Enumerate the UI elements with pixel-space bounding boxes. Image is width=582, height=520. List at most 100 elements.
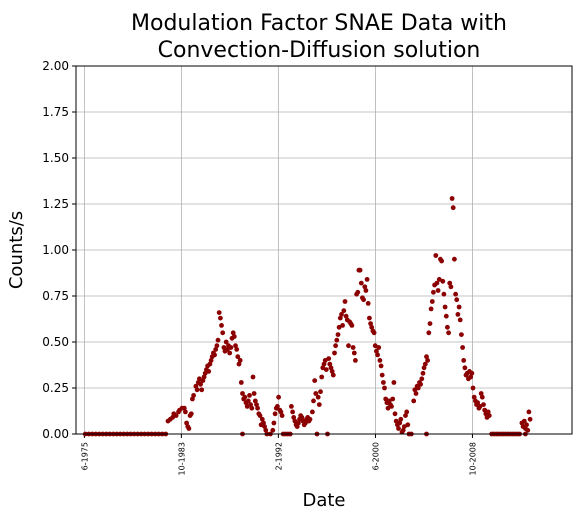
data-point — [405, 422, 411, 428]
data-point — [386, 398, 392, 404]
data-point — [237, 358, 243, 363]
data-point — [307, 416, 313, 422]
data-point — [250, 374, 256, 380]
data-point — [429, 299, 435, 304]
data-point — [290, 409, 295, 415]
data-point — [381, 380, 386, 385]
data-point — [357, 267, 363, 273]
data-point — [340, 323, 345, 328]
data-point — [278, 409, 284, 415]
data-point — [318, 389, 323, 395]
data-point — [413, 391, 419, 396]
data-point — [225, 347, 230, 352]
data-point — [350, 345, 356, 350]
data-point — [326, 356, 332, 361]
data-point — [346, 343, 351, 349]
data-point — [445, 324, 450, 330]
data-point — [433, 253, 439, 258]
data-point — [240, 391, 245, 396]
data-point — [259, 416, 265, 422]
x-axis-label: Date — [302, 490, 345, 511]
y-tick-label: 1.50 — [42, 151, 69, 165]
data-point — [364, 277, 370, 282]
data-point — [425, 358, 430, 363]
data-point — [230, 330, 236, 336]
data-point — [398, 416, 404, 422]
data-point — [460, 345, 465, 350]
data-point — [275, 404, 280, 409]
data-point — [257, 413, 263, 418]
data-point — [436, 277, 442, 282]
data-point — [343, 313, 349, 319]
data-point — [485, 409, 491, 415]
data-point — [323, 367, 329, 372]
data-point — [382, 385, 387, 391]
chart-title-line-1: Modulation Factor SNAE Data with — [131, 11, 507, 36]
data-point — [207, 361, 213, 367]
data-point — [215, 337, 221, 343]
data-point — [403, 413, 408, 418]
data-point — [526, 409, 532, 415]
data-point — [447, 280, 453, 286]
data-point — [453, 291, 458, 297]
data-point — [389, 404, 394, 409]
data-point — [415, 385, 421, 391]
data-point — [228, 345, 234, 350]
data-point — [194, 387, 200, 393]
data-point — [183, 409, 188, 415]
data-point — [450, 205, 456, 211]
y-tick-label: 1.00 — [42, 243, 69, 257]
data-point — [255, 405, 260, 411]
data-point — [227, 350, 233, 356]
data-point — [446, 330, 451, 336]
data-point — [396, 426, 401, 431]
data-point — [272, 411, 278, 417]
chart-title-line-2: Convection-Diffusion solution — [158, 38, 481, 63]
plot-area-frame — [75, 65, 573, 435]
y-tick-label: 1.25 — [42, 197, 69, 211]
data-point — [191, 393, 197, 398]
data-point — [299, 415, 305, 420]
data-point — [390, 396, 396, 402]
data-point — [236, 361, 242, 367]
data-point — [334, 337, 340, 343]
y-tick-label: 2.00 — [42, 59, 69, 73]
data-point — [457, 317, 463, 323]
data-point — [181, 405, 187, 411]
data-point — [471, 394, 477, 400]
data-point — [319, 374, 325, 380]
data-point — [289, 404, 294, 409]
data-point — [313, 391, 319, 396]
data-point — [440, 278, 446, 284]
data-point — [261, 420, 266, 426]
data-point — [462, 365, 468, 371]
data-point — [422, 361, 428, 367]
data-point — [392, 411, 398, 417]
data-point — [442, 304, 448, 310]
data-point — [448, 284, 454, 290]
data-point — [201, 374, 207, 380]
data-point — [427, 321, 433, 326]
data-point — [263, 427, 269, 433]
data-point — [254, 402, 259, 407]
grid — [76, 65, 572, 435]
data-point — [219, 323, 224, 328]
data-point — [525, 427, 531, 433]
data-point — [206, 369, 212, 374]
data-point — [363, 288, 369, 293]
data-point — [276, 394, 281, 400]
data-point — [459, 332, 464, 337]
data-point — [441, 291, 447, 297]
data-point — [188, 411, 194, 417]
data-point — [249, 405, 255, 411]
data-point — [361, 297, 366, 303]
data-point — [208, 358, 214, 363]
data-point — [421, 365, 427, 371]
data-point — [218, 315, 223, 321]
data-point — [247, 393, 252, 398]
data-point — [251, 391, 257, 396]
data-point — [475, 400, 481, 406]
data-point — [186, 426, 192, 431]
data-point — [524, 422, 529, 428]
data-point — [238, 380, 244, 385]
